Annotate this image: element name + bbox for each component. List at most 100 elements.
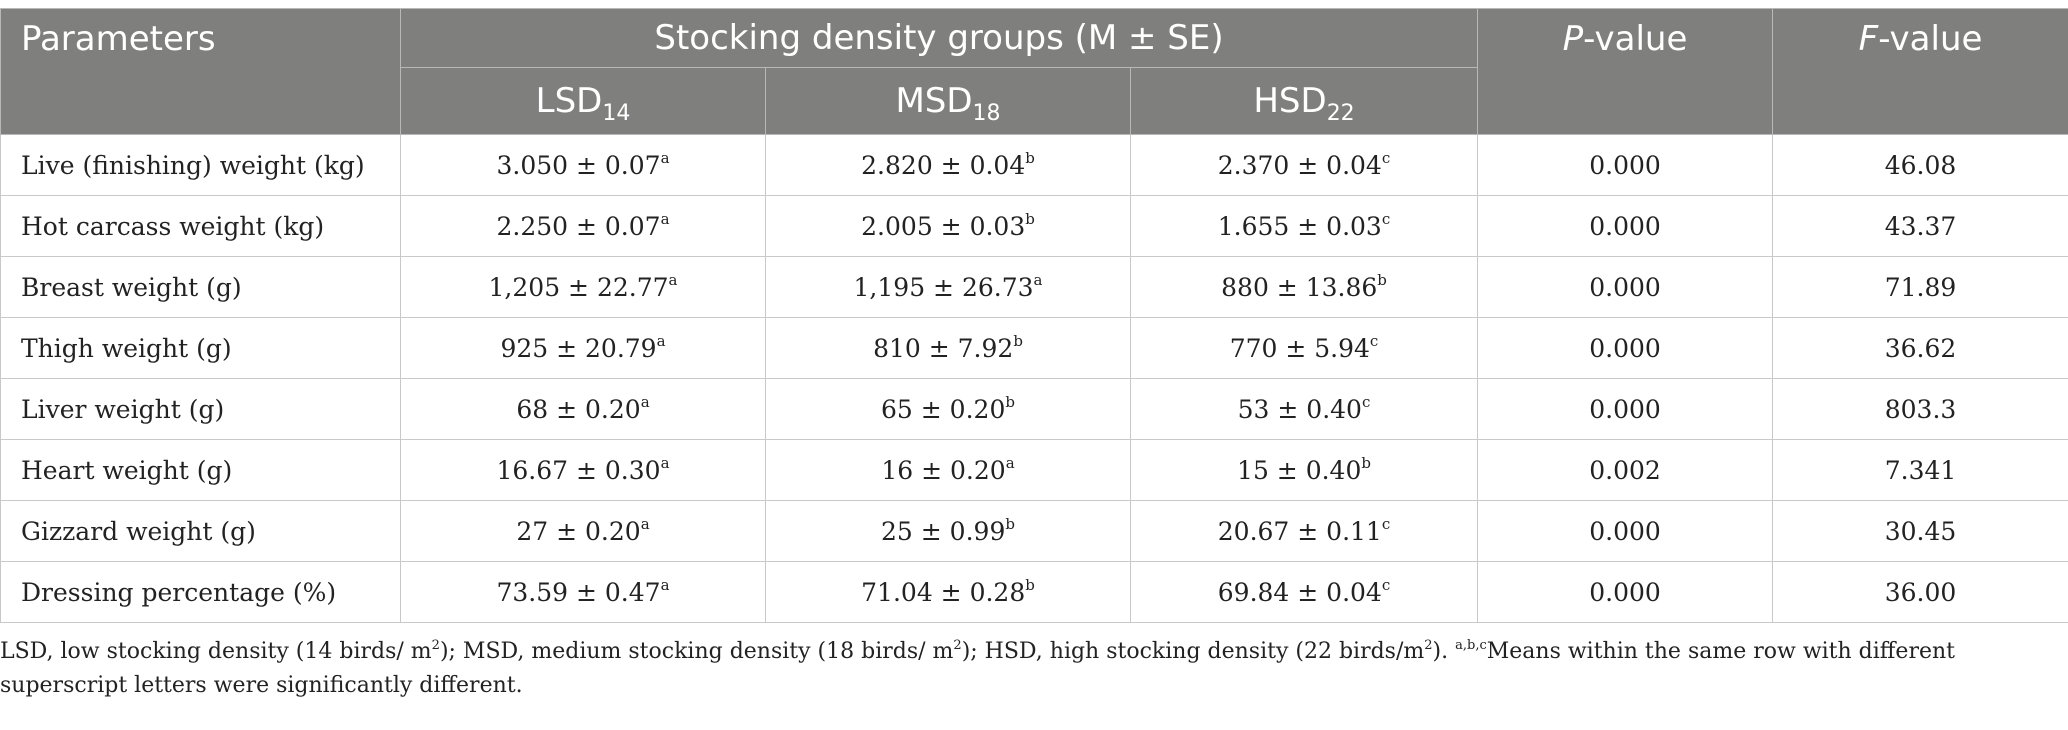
f-value-header: F-value — [1772, 8, 2068, 135]
msd-cell: 71.04 ± 0.28b — [765, 561, 1131, 623]
footnote-superscript: 2 — [953, 638, 962, 653]
lsd-cell: 1,205 ± 22.77a — [400, 256, 766, 318]
hsd-significance-letter: b — [1377, 270, 1387, 289]
lsd-value: 925 ± 20.79 — [500, 333, 657, 363]
p-value-header: P-value — [1477, 8, 1774, 135]
msd-significance-letter: a — [1005, 453, 1015, 472]
lsd-cell: 925 ± 20.79a — [400, 317, 766, 379]
lsd-significance-letter: a — [660, 453, 670, 472]
lsd-significance-letter: a — [640, 514, 650, 533]
hsd-cell: 69.84 ± 0.04c — [1129, 561, 1479, 623]
lsd-significance-letter: a — [640, 392, 650, 411]
row-label: Live (finishing) weight (kg) — [0, 134, 401, 196]
lsd-value: 2.250 ± 0.07 — [496, 211, 661, 241]
lsd-significance-letter: a — [660, 209, 670, 228]
p-value-cell: 0.000 — [1477, 561, 1774, 623]
table-row: Breast weight (g) 1,205 ± 22.77a 1,195 ± 2… — [0, 256, 2068, 318]
table-footnote: LSD, low stocking density (14 birds/ m2)… — [0, 623, 2060, 703]
f-value-cell: 46.08 — [1772, 134, 2068, 196]
table-row: Liver weight (g) 68 ± 0.20a 65 ± 0.20b 53 ±… — [0, 378, 2068, 440]
lsd-value: 68 ± 0.20 — [516, 394, 641, 424]
hsd-cell: 53 ± 0.40c — [1129, 378, 1479, 440]
results-table: Parameters Stocking density groups (M ± … — [0, 8, 2068, 623]
lsd-subscript: 14 — [602, 101, 631, 126]
footnote-superscript: 2 — [431, 638, 440, 653]
table-row: Heart weight (g) 16.67 ± 0.30a 16 ± 0.20a 1… — [0, 439, 2068, 501]
lsd-cell: 16.67 ± 0.30a — [400, 439, 766, 501]
p-value-cell: 0.002 — [1477, 439, 1774, 501]
footnote-text: ). — [1432, 639, 1456, 664]
hsd-cell: 1.655 ± 0.03c — [1129, 195, 1479, 257]
p-value-cell: 0.000 — [1477, 317, 1774, 379]
row-label: Hot carcass weight (kg) — [0, 195, 401, 257]
footnote-text: LSD, low stocking density (14 birds/ m — [0, 639, 432, 664]
lsd-label: LSD — [535, 81, 603, 121]
p-letter: P — [1562, 19, 1584, 59]
p-value-cell: 0.000 — [1477, 256, 1774, 318]
hsd-value: 2.370 ± 0.04 — [1217, 150, 1382, 180]
lsd-significance-letter: a — [660, 148, 670, 167]
p-value-cell: 0.000 — [1477, 195, 1774, 257]
lsd-cell: 2.250 ± 0.07a — [400, 195, 766, 257]
msd-value: 65 ± 0.20 — [881, 394, 1006, 424]
p-value-cell: 0.000 — [1477, 134, 1774, 196]
f-value-cell: 36.00 — [1772, 561, 2068, 623]
msd-significance-letter: b — [1005, 392, 1015, 411]
lsd-value: 1,205 ± 22.77 — [488, 272, 669, 302]
msd-significance-letter: b — [1005, 514, 1015, 533]
hsd-value: 880 ± 13.86 — [1221, 272, 1378, 302]
msd-subscript: 18 — [972, 101, 1001, 126]
row-label: Dressing percentage (%) — [0, 561, 401, 623]
msd-value: 810 ± 7.92 — [873, 333, 1014, 363]
hsd-significance-letter: c — [1381, 514, 1391, 533]
hsd-significance-letter: c — [1381, 575, 1391, 594]
msd-label: MSD — [895, 81, 973, 121]
lsd-cell: 27 ± 0.20a — [400, 500, 766, 562]
hsd-significance-letter: c — [1381, 148, 1391, 167]
row-label: Liver weight (g) — [0, 378, 401, 440]
table-row: Gizzard weight (g) 27 ± 0.20a 25 ± 0.99b 20… — [0, 500, 2068, 562]
hsd-value: 770 ± 5.94 — [1229, 333, 1370, 363]
row-label: Thigh weight (g) — [0, 317, 401, 379]
f-value-cell: 30.45 — [1772, 500, 2068, 562]
footnote-text: ); MSD, medium stocking density (18 bird… — [439, 639, 954, 664]
lsd-significance-letter: a — [660, 575, 670, 594]
hsd-significance-letter: c — [1369, 331, 1379, 350]
msd-value: 25 ± 0.99 — [881, 516, 1006, 546]
hsd-cell: 20.67 ± 0.11c — [1129, 500, 1479, 562]
hsd-value: 15 ± 0.40 — [1237, 455, 1362, 485]
lsd-cell: 3.050 ± 0.07a — [400, 134, 766, 196]
msd-value: 1,195 ± 26.73 — [853, 272, 1034, 302]
f-value-cell: 36.62 — [1772, 317, 2068, 379]
table-row: Dressing percentage (%) 73.59 ± 0.47a 71.0… — [0, 561, 2068, 623]
msd-cell: 25 ± 0.99b — [765, 500, 1131, 562]
row-label: Heart weight (g) — [0, 439, 401, 501]
table-row: Live (finishing) weight (kg) 3.050 ± 0.07… — [0, 134, 2068, 196]
table-row: Hot carcass weight (kg) 2.250 ± 0.07a 2.00… — [0, 195, 2068, 257]
msd-cell: 65 ± 0.20b — [765, 378, 1131, 440]
f-value-cell: 7.341 — [1772, 439, 2068, 501]
msd-cell: 2.820 ± 0.04b — [765, 134, 1131, 196]
hsd-significance-letter: c — [1381, 209, 1391, 228]
lsd-value: 16.67 ± 0.30 — [496, 455, 661, 485]
lsd-header: LSD14 — [400, 67, 766, 135]
lsd-value: 3.050 ± 0.07 — [496, 150, 661, 180]
lsd-significance-letter: a — [668, 270, 678, 289]
f-value-cell: 43.37 — [1772, 195, 2068, 257]
hsd-label: HSD — [1253, 81, 1327, 121]
msd-value: 71.04 ± 0.28 — [861, 577, 1026, 607]
table-body: Live (finishing) weight (kg) 3.050 ± 0.07… — [0, 134, 2068, 623]
msd-significance-letter: b — [1025, 209, 1035, 228]
f-suffix: -value — [1878, 19, 1983, 59]
row-label: Breast weight (g) — [0, 256, 401, 318]
hsd-subscript: 22 — [1326, 101, 1355, 126]
footnote-superscript: 2 — [1424, 638, 1433, 653]
lsd-cell: 68 ± 0.20a — [400, 378, 766, 440]
p-suffix: -value — [1583, 19, 1688, 59]
table-container: Parameters Stocking density groups (M ± … — [0, 8, 2068, 703]
msd-significance-letter: b — [1025, 148, 1035, 167]
msd-cell: 810 ± 7.92b — [765, 317, 1131, 379]
hsd-value: 69.84 ± 0.04 — [1217, 577, 1382, 607]
hsd-value: 20.67 ± 0.11 — [1217, 516, 1382, 546]
lsd-significance-letter: a — [656, 331, 666, 350]
